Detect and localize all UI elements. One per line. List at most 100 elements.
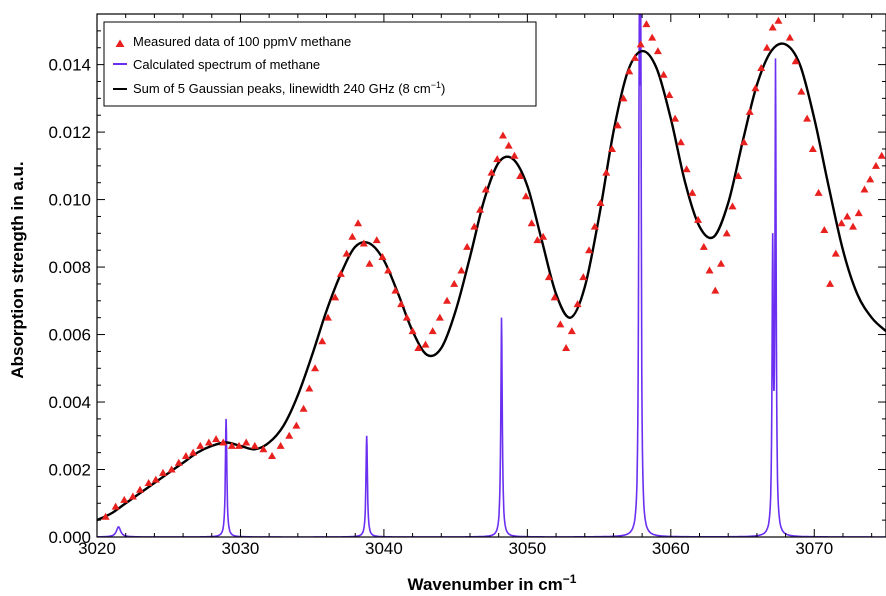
measured-data-point	[136, 485, 145, 493]
measured-data-point	[167, 465, 176, 473]
measured-data-point	[803, 114, 812, 122]
measured-data-point	[504, 141, 513, 149]
measured-data-point	[567, 327, 576, 335]
measured-data-point	[204, 438, 213, 446]
measured-data-point	[539, 232, 548, 240]
measured-data-point	[189, 448, 198, 456]
measured-data-point	[808, 144, 817, 152]
measured-data-point	[556, 320, 565, 328]
measured-data-point	[299, 404, 308, 412]
y-tick-label: 0.006	[48, 326, 91, 345]
measured-data-point	[250, 441, 259, 449]
legend-label-gaussian-exponent: −1	[431, 80, 441, 90]
measured-data-point	[470, 222, 479, 230]
measured-data-point	[648, 33, 657, 41]
y-tick-label: 0.004	[48, 393, 91, 412]
measured-data-point	[659, 70, 668, 78]
measured-data-point	[443, 296, 452, 304]
measured-data-point	[854, 209, 863, 217]
measured-data-point	[797, 87, 806, 95]
measured-data-point	[694, 215, 703, 223]
measured-data-point	[521, 192, 530, 200]
measured-data-point	[849, 222, 858, 230]
y-axis: 0.000 0.002 0.004 0.006 0.008 0.010 0.012 0.014	[48, 30, 886, 547]
measured-data-point	[120, 495, 129, 503]
legend-marker-measured	[115, 39, 125, 47]
measured-data-point	[158, 468, 167, 476]
y-tick-label: 0.002	[48, 461, 91, 480]
measured-data-point	[527, 219, 536, 227]
x-tick-label: 3030	[222, 539, 260, 558]
measured-data-point	[877, 151, 886, 159]
legend-label-gaussian-end: )	[441, 81, 445, 96]
x-tick-label: 3040	[365, 539, 403, 558]
plot-frame	[96, 13, 886, 538]
measured-data-point	[774, 16, 783, 24]
measured-data-point	[268, 452, 277, 460]
legend: Measured data of 100 ppmV methane Calcul…	[103, 21, 537, 107]
measured-data-point	[174, 458, 183, 466]
measured-data-point	[354, 219, 363, 227]
measured-data-point	[196, 441, 205, 449]
measured-data-point	[359, 239, 368, 247]
measured-data-point	[421, 340, 430, 348]
y-tick-label: 0.012	[48, 123, 91, 142]
measured-data-point	[682, 165, 691, 173]
measured-data-point	[487, 168, 496, 176]
measured-data-point	[866, 175, 875, 183]
x-axis-title-exponent: −1	[563, 572, 577, 586]
measured-data-point	[550, 293, 559, 301]
measured-data-point	[516, 171, 525, 179]
measured-data-point	[785, 33, 794, 41]
measured-data-point	[739, 138, 748, 146]
measured-data-point	[642, 20, 651, 28]
measured-data-point	[285, 431, 294, 439]
y-axis-title: Absorption strength in a.u.	[8, 161, 27, 378]
measured-data-point	[128, 492, 137, 500]
measured-data-point	[450, 279, 459, 287]
measured-data-point	[705, 266, 714, 274]
measured-data-point	[111, 502, 120, 510]
legend-label-calculated: Calculated spectrum of methane	[133, 57, 320, 72]
legend-box	[103, 21, 537, 107]
x-axis: 3020 3030 3040 3050 3060 3070	[78, 14, 873, 558]
measured-data-point	[734, 171, 743, 179]
measured-data-point	[181, 452, 190, 460]
measured-data-point	[235, 441, 244, 449]
measured-data-point	[476, 205, 485, 213]
measured-data-point	[711, 286, 720, 294]
measured-data-point	[384, 266, 393, 274]
measured-data-point	[671, 114, 680, 122]
measured-data-point	[573, 300, 582, 308]
measured-data-point	[636, 40, 645, 48]
measured-data-point	[397, 300, 406, 308]
measured-data-point	[625, 67, 634, 75]
y-tick-label: 0.014	[48, 56, 91, 75]
measured-data-point	[305, 384, 314, 392]
y-tick-label: 0.008	[48, 258, 91, 277]
gaussian-sum-line	[97, 42, 886, 522]
x-tick-label: 3050	[508, 539, 546, 558]
measured-data-point	[372, 236, 381, 244]
measured-data-point	[510, 151, 519, 159]
measured-data-point	[826, 279, 835, 287]
measured-data-point	[613, 121, 622, 129]
measured-data-point	[562, 344, 571, 352]
measured-data-point	[608, 144, 617, 152]
measured-data-point	[722, 229, 731, 237]
measured-data-point	[219, 438, 228, 446]
measured-data-point	[699, 242, 708, 250]
measured-data-point	[717, 259, 726, 267]
measured-data-point	[493, 155, 502, 163]
measured-data-point	[585, 246, 594, 254]
measured-data-point	[653, 47, 662, 55]
measured-data-point	[533, 236, 542, 244]
x-axis-title: Wavenumber in cm−1	[408, 572, 577, 594]
measured-data-point	[212, 435, 221, 443]
measured-data-point	[728, 202, 737, 210]
measured-data-point	[745, 107, 754, 115]
measured-data-point	[590, 222, 599, 230]
measured-data-point	[276, 441, 285, 449]
measured-data-point	[408, 327, 417, 335]
